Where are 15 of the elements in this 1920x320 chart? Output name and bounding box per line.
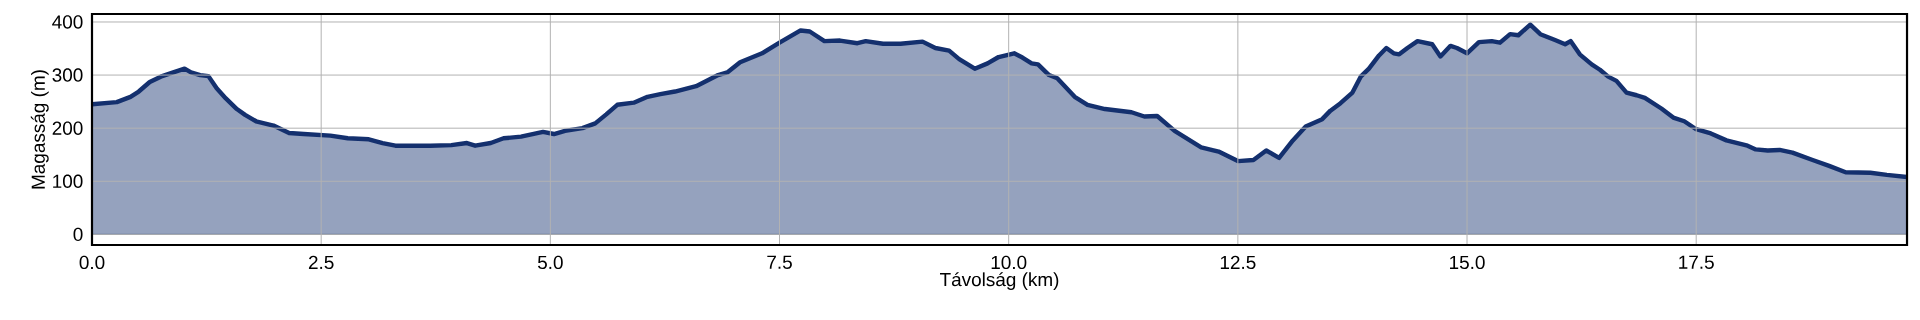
y-tick-label: 100 xyxy=(53,174,83,188)
x-axis-title: Távolság (km) xyxy=(940,272,1059,290)
x-tick-label: 15.0 xyxy=(1450,255,1485,270)
x-tick-label: 2.5 xyxy=(308,255,334,270)
x-tick-label: 0.0 xyxy=(79,255,105,270)
y-tick-label: 300 xyxy=(52,68,83,82)
y-tick-label: 200 xyxy=(52,121,83,135)
x-tick-label: 5.0 xyxy=(537,255,563,270)
x-tick-label: 10.0 xyxy=(991,255,1027,270)
y-tick-label: 400 xyxy=(52,15,83,29)
y-axis-title: Magasság (m) xyxy=(30,70,49,189)
x-tick-label: 7.5 xyxy=(767,255,792,269)
x-tick-label: 12.5 xyxy=(1220,255,1256,270)
x-tick-label: 17.5 xyxy=(1679,255,1714,269)
y-tick-label: 0 xyxy=(73,227,83,242)
